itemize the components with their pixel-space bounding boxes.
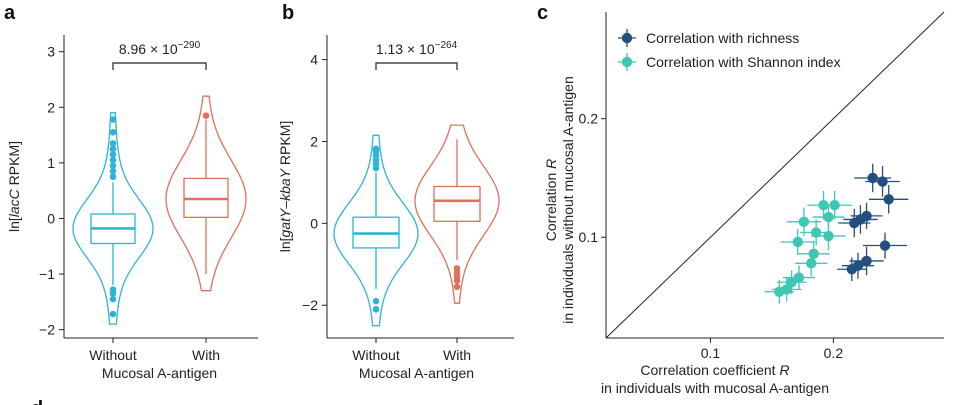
data-point	[879, 240, 891, 251]
y-axis-title-line2: in individuals without mucosal A-antigen	[560, 76, 576, 323]
data-point	[883, 194, 894, 205]
outlier-point	[109, 156, 117, 164]
legend-label: Correlation with richness	[646, 30, 799, 46]
p-value: 1.13 × 10−264	[376, 40, 458, 57]
y-tick-label: 1	[47, 155, 55, 171]
outlier-point	[372, 145, 380, 153]
p-value: 8.96 × 10−290	[119, 40, 201, 57]
x-tick-label-with: With	[443, 347, 471, 363]
outlier-point	[109, 167, 117, 175]
data-point	[798, 216, 810, 228]
data-point	[823, 230, 834, 242]
significance-bracket	[112, 62, 207, 70]
data-point	[810, 227, 822, 238]
x-tick-label: 0.2	[824, 345, 844, 361]
outlier-point	[372, 306, 380, 313]
outlier-point	[202, 112, 210, 119]
outlier-point	[109, 140, 117, 147]
x-tick-label-without: Without	[352, 347, 400, 363]
outlier-point	[453, 283, 461, 291]
outlier-point	[109, 295, 117, 303]
y-tick-label: 3	[47, 44, 55, 60]
data-point	[861, 255, 872, 267]
y-tick-label: 4	[310, 52, 318, 68]
box-with	[433, 185, 481, 222]
y-tick-label: 0.1	[579, 229, 599, 245]
x-tick-label-with: With	[192, 347, 220, 363]
panel-a-violin-chart: −2 −1 0 1 2 3 Without With 8.96 × 10−290 Mucosal …	[6, 35, 258, 381]
outlier-point	[109, 128, 117, 136]
outlier-point	[109, 162, 117, 169]
x-axis-title: Correlation coefficient R	[640, 362, 789, 378]
y-tick-label: −2	[302, 297, 318, 313]
series-richness	[837, 163, 909, 282]
y-axis-title: Correlation R	[543, 159, 559, 242]
panel-label-c: c	[537, 2, 548, 24]
series-shannon	[764, 191, 852, 304]
significance-bracket	[375, 62, 458, 70]
outlier-point	[109, 116, 117, 123]
data-point	[846, 264, 858, 275]
y-tick-label: 0.2	[579, 111, 599, 127]
outlier-point	[109, 173, 117, 181]
y-tick-label: −2	[39, 322, 55, 338]
outlier-point	[109, 286, 117, 293]
violin-without	[333, 134, 419, 327]
y-tick-label: −1	[39, 266, 55, 282]
panel-label-d: d	[31, 398, 43, 405]
y-axis-title: ln[gatY–kbaY RPKM]	[277, 121, 293, 253]
data-point	[877, 176, 888, 187]
data-point	[793, 272, 805, 283]
panel-label-a: a	[4, 2, 16, 24]
data-point	[792, 236, 803, 248]
x-tick-label-without: Without	[89, 347, 137, 363]
x-axis-title: Mucosal A-antigen	[359, 365, 474, 381]
data-point	[823, 211, 834, 223]
data-point	[867, 172, 878, 184]
data-point	[849, 217, 860, 229]
panel-b-violin-chart: −2 0 2 4 Without With 1.13 × 10−264 Mucosal A-a…	[277, 35, 514, 381]
data-point	[808, 248, 819, 260]
outlier-point	[109, 145, 117, 153]
data-point	[806, 258, 817, 269]
outlier-point	[453, 265, 461, 272]
violin-with	[414, 124, 500, 304]
outlier-point	[372, 297, 380, 305]
legend-marker	[621, 32, 633, 44]
legend: Correlation with richness Correlation wit…	[618, 29, 841, 71]
panel-label-b: b	[282, 2, 294, 24]
y-tick-label: 0	[47, 210, 55, 226]
identity-line	[605, 11, 945, 339]
y-tick-label: 0	[310, 215, 318, 231]
x-tick-label: 0.1	[701, 345, 721, 361]
data-point	[818, 200, 829, 211]
y-axis-title: ln[lacC RPKM]	[6, 141, 22, 232]
x-axis-title-line2: in individuals with mucosal A-antigen	[601, 380, 829, 396]
legend-marker	[621, 56, 633, 68]
y-tick-label: 2	[310, 133, 318, 149]
data-point	[774, 286, 785, 297]
outlier-point	[109, 151, 117, 158]
y-tick-label: 2	[47, 99, 55, 115]
outlier-point	[109, 310, 117, 318]
violin-without	[72, 112, 154, 325]
x-axis-title: Mucosal A-antigen	[102, 365, 217, 381]
violin-with	[165, 95, 247, 292]
legend-label: Correlation with Shannon index	[646, 54, 841, 70]
